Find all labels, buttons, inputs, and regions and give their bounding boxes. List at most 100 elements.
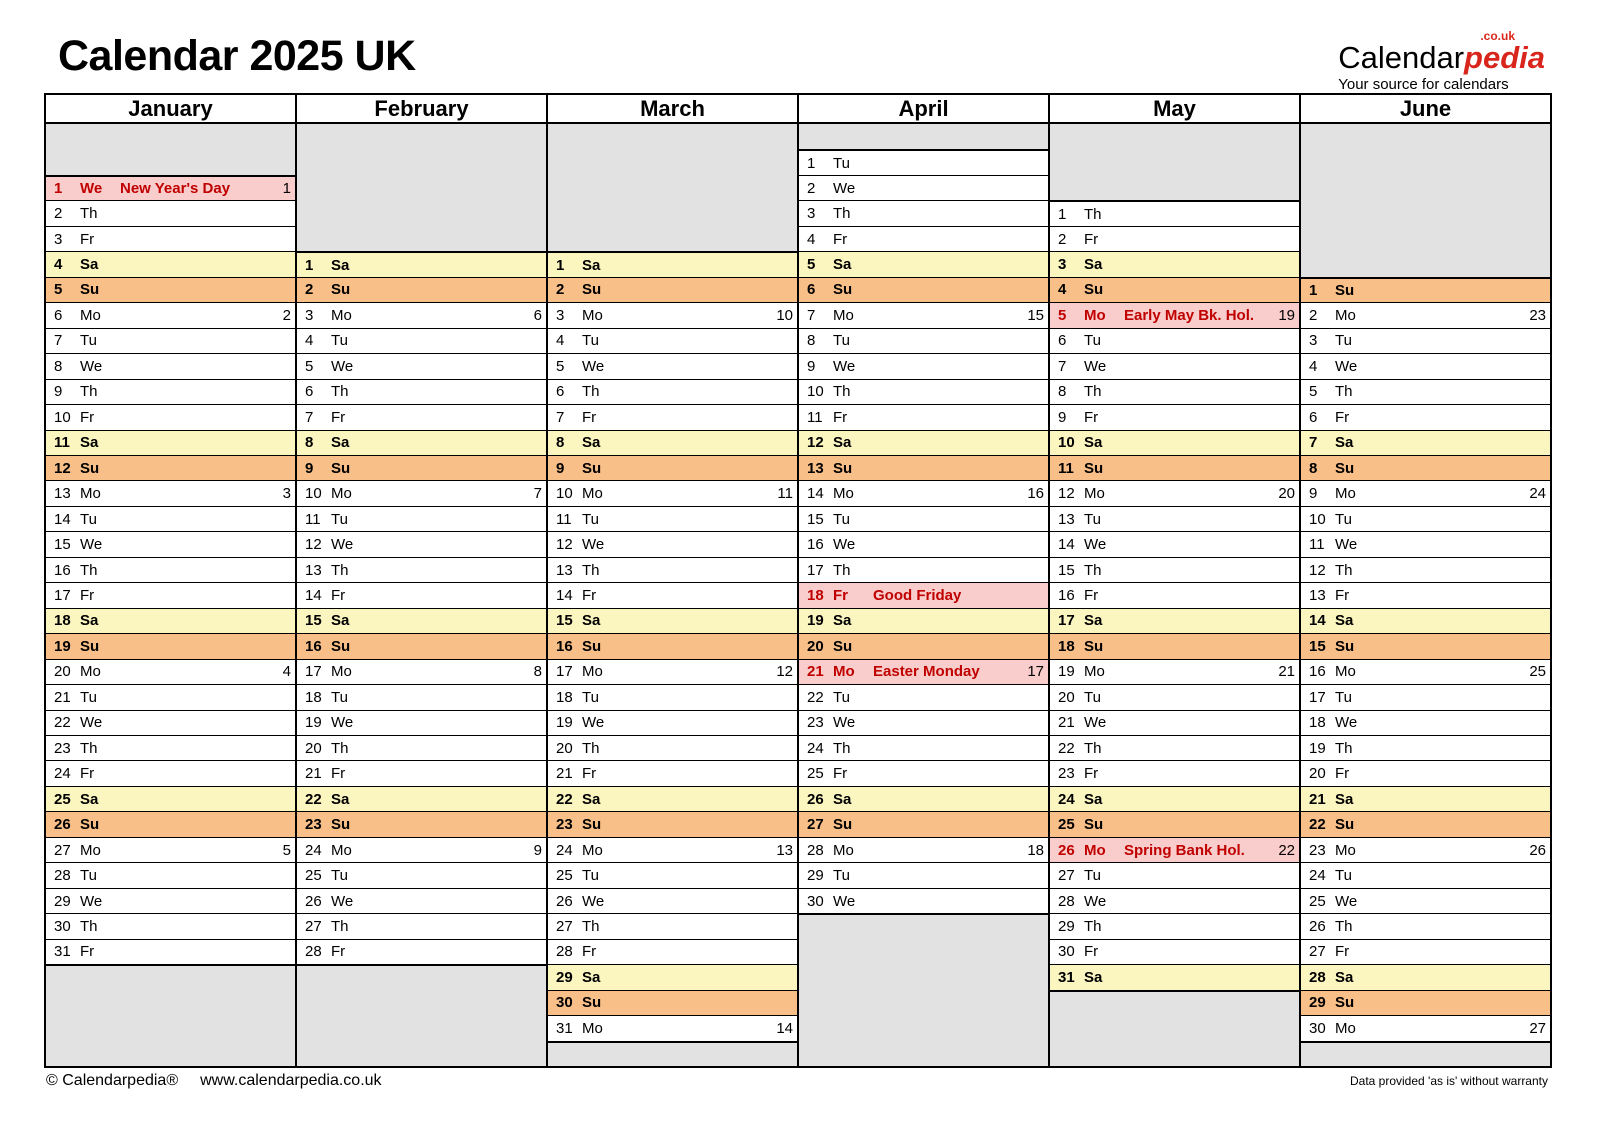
day-number: 8 — [556, 434, 565, 452]
day-cell: 21 We — [1050, 709, 1299, 736]
weekday-abbr: Su — [1084, 816, 1104, 834]
weekday-abbr: Su — [1335, 637, 1355, 655]
month-column-january: January 1 We New Year's Day 1 2 Th 3 Fr 4 Sa 5 Su 6 Mo… — [46, 95, 297, 1066]
day-number: 24 — [1309, 867, 1326, 885]
day-cell: 20 Tu — [1050, 684, 1299, 710]
weekday-abbr: Fr — [1335, 765, 1350, 783]
weekday-abbr: Th — [80, 739, 98, 757]
day-cell: 31 Mo 14 — [548, 1015, 797, 1041]
day-cell: 26 Mo Spring Bank Hol. 22 — [1050, 836, 1299, 863]
day-number: 28 — [807, 841, 824, 859]
day-number: 29 — [1058, 917, 1075, 935]
weekday-abbr: Su — [80, 637, 100, 655]
day-cell: 21 Fr — [548, 760, 797, 786]
day-number: 5 — [305, 357, 314, 375]
empty-area — [1050, 124, 1299, 201]
weekday-abbr: Tu — [582, 332, 599, 350]
day-number: 9 — [54, 383, 63, 401]
day-number: 24 — [305, 841, 322, 859]
day-number: 30 — [807, 892, 824, 910]
day-number: 26 — [305, 892, 322, 910]
day-number: 28 — [54, 867, 71, 885]
day-cell: 29 Tu — [799, 862, 1048, 888]
day-number: 8 — [54, 357, 63, 375]
day-number: 10 — [1309, 510, 1326, 528]
weekday-abbr: Sa — [833, 790, 852, 808]
calendarpedia-url-link[interactable]: www.calendarpedia.co.uk — [200, 1072, 382, 1089]
day-grid-march: 1 Sa 2 Su 3 Mo 10 4 Tu 5 We 6 Th 7 Fr 8 Sa 9 Su 10 Mo 11 11 Tu 1… — [548, 124, 797, 1066]
weekday-abbr: Fr — [1335, 586, 1350, 604]
day-number: 15 — [1309, 637, 1326, 655]
day-cell: 12 Sa — [799, 429, 1048, 455]
weekday-abbr: Th — [331, 561, 349, 579]
day-cell: 30 Mo 27 — [1301, 1015, 1550, 1041]
weekday-abbr: Su — [582, 281, 602, 299]
weekday-abbr: Tu — [1084, 867, 1101, 885]
weekday-abbr: Sa — [331, 434, 350, 452]
day-number: 13 — [305, 561, 322, 579]
day-cell: 7 We — [1050, 353, 1299, 379]
day-number: 7 — [305, 408, 314, 426]
weekday-abbr: We — [1084, 536, 1107, 554]
weekday-abbr: We — [80, 892, 103, 910]
empty-area — [297, 124, 546, 252]
day-number: 4 — [54, 256, 63, 274]
day-cell: 14 We — [1050, 531, 1299, 557]
day-number: 8 — [807, 332, 816, 350]
weekday-abbr: Th — [1335, 739, 1353, 757]
day-cell: 25 Tu — [297, 862, 546, 888]
weekday-abbr: Su — [833, 637, 853, 655]
day-cell: 17 Fr — [46, 582, 295, 608]
weekday-abbr: Su — [582, 816, 602, 834]
weekday-abbr: Fr — [1084, 586, 1099, 604]
weekday-abbr: Tu — [582, 688, 599, 706]
weekday-abbr: Fr — [1335, 943, 1350, 961]
day-number: 16 — [1058, 586, 1075, 604]
day-number: 8 — [305, 434, 314, 452]
week-number: 23 — [1529, 306, 1546, 324]
day-number: 15 — [807, 510, 824, 528]
weekday-abbr: Fr — [1084, 230, 1099, 248]
weekday-abbr: Mo — [1335, 663, 1356, 681]
day-cell: 25 Sa — [46, 785, 295, 812]
day-number: 2 — [305, 281, 314, 299]
weekday-abbr: Fr — [331, 943, 346, 961]
weekday-abbr: Tu — [1084, 510, 1101, 528]
weekday-abbr: Tu — [331, 510, 348, 528]
month-column-february: February 1 Sa 2 Su 3 Mo 6 4 Tu 5 We 6 Th 7 Fr 8 Sa 9 Su 10 Mo… — [297, 95, 548, 1066]
weekday-abbr: We — [582, 714, 605, 732]
day-number: 12 — [1058, 485, 1075, 503]
week-number: 9 — [533, 841, 542, 859]
day-number: 14 — [807, 485, 824, 503]
day-number: 7 — [54, 332, 63, 350]
weekday-abbr: Sa — [1084, 790, 1103, 808]
empty-area — [548, 1040, 797, 1066]
day-number: 25 — [807, 765, 824, 783]
weekday-abbr: Mo — [582, 663, 603, 681]
day-number: 6 — [807, 281, 816, 299]
weekday-abbr: Sa — [1335, 790, 1354, 808]
day-number: 23 — [1058, 765, 1075, 783]
weekday-abbr: Su — [331, 816, 351, 834]
day-number: 14 — [1309, 612, 1326, 630]
weekday-abbr: Sa — [582, 612, 601, 630]
weekday-abbr: Fr — [833, 230, 848, 248]
day-number: 11 — [1058, 459, 1074, 477]
day-cell: 13 Mo 3 — [46, 480, 295, 506]
month-header-january: January — [46, 95, 295, 124]
day-cell: 24 Fr — [46, 760, 295, 786]
page-title: Calendar 2025 UK — [58, 32, 416, 80]
weekday-abbr: Tu — [833, 510, 850, 528]
day-cell: 18 Sa — [46, 607, 295, 634]
weekday-abbr: Sa — [1084, 256, 1103, 274]
weekday-abbr: Mo — [331, 663, 352, 681]
day-number: 24 — [556, 841, 573, 859]
weekday-abbr: We — [833, 536, 856, 554]
weekday-abbr: Fr — [833, 408, 848, 426]
calendarpedia-logo[interactable]: Calendarpedia .co.uk Your source for cal… — [1338, 30, 1545, 93]
day-cell: 6 Su — [799, 276, 1048, 303]
logo-text-couk: .co.uk — [1480, 29, 1515, 43]
day-cell: 11 We — [1301, 531, 1550, 557]
day-cell: 27 Mo 5 — [46, 836, 295, 863]
day-cell: 4 We — [1301, 353, 1550, 379]
